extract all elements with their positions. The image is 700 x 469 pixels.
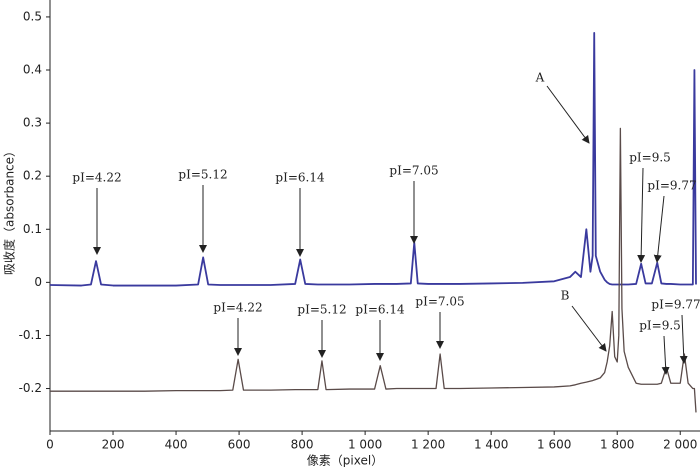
y-tick-label: 0.5 [23,9,42,23]
y-tick-label: -0.2 [19,381,42,395]
annotation: pI=9.77 [651,298,700,312]
annotation: pI=7.05 [415,295,464,309]
x-tick-label: 1 800 [600,438,634,452]
annotation: pI=5.12 [178,168,227,182]
y-tick-label: 0 [34,275,42,289]
series-line [50,127,697,413]
annotation: pI=6.14 [275,171,325,185]
annotation-arrow [679,314,688,364]
x-tick-label: 1 600 [537,438,571,452]
y-tick-label: 0.4 [23,63,42,77]
x-tick-label: 1 400 [474,438,508,452]
series-line [49,31,697,287]
x-tick-label: 600 [228,438,251,452]
y-tick-label: 0.3 [23,116,42,130]
y-tick-label: 0.2 [23,169,42,183]
annotation: pI=4.22 [72,171,121,185]
annotation: B [561,289,570,303]
x-axis-label: 像素（pixel） [307,454,383,468]
annotation: A [535,71,545,85]
annotation: pI=4.22 [213,301,262,315]
annotation: pI=5.12 [297,303,346,317]
annotation-arrow [661,335,670,375]
annotation: pI=9.77 [647,179,696,193]
x-tick-label: 1 200 [411,438,445,452]
annotation-arrow [653,195,665,263]
x-tick-label: 1 000 [348,438,382,452]
annotation-arrow [546,85,590,144]
x-tick-label: 200 [102,438,125,452]
x-tick-label: 2 000 [663,438,697,452]
annotation-arrow [571,305,607,352]
x-tick-label: 400 [165,438,188,452]
annotation: pI=6.14 [355,303,405,317]
x-tick-label: 800 [291,438,314,452]
y-tick-label: -0.1 [19,328,42,342]
x-tick-label: 0 [46,438,54,452]
annotation: pI=9.5 [629,151,671,165]
y-tick-label: 0.1 [23,222,42,236]
y-axis-label: 吸收度（absorbance） [2,145,17,275]
annotation: pI=9.5 [639,319,681,333]
annotation-arrow [637,167,646,263]
annotation: pI=7.05 [389,164,438,178]
